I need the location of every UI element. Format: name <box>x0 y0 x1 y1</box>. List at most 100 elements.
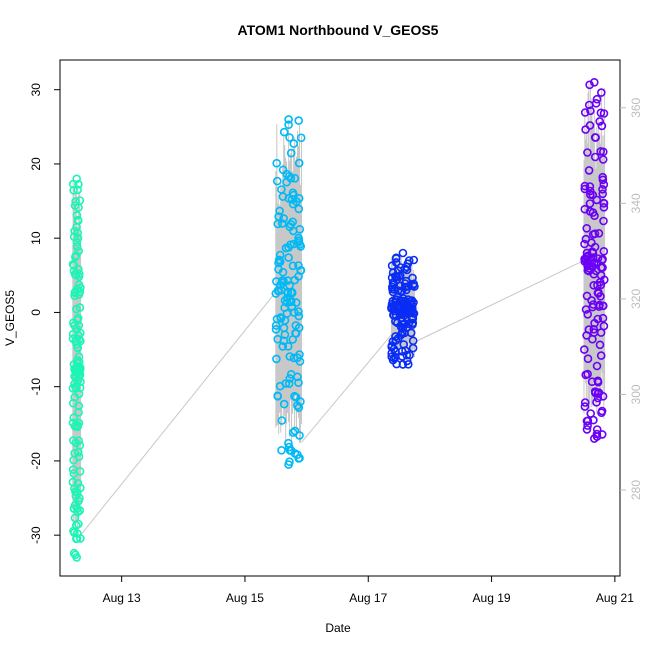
data-point <box>285 281 294 290</box>
data-point <box>580 108 590 117</box>
data-point <box>403 259 413 269</box>
data-point <box>387 261 397 271</box>
data-point <box>74 272 84 282</box>
data-point <box>273 334 283 344</box>
data-point <box>580 184 590 194</box>
y2-tick-label: 300 <box>629 384 643 404</box>
data-point <box>291 321 301 330</box>
data-point <box>598 185 607 194</box>
data-point <box>295 357 305 366</box>
data-point <box>69 261 79 270</box>
data-point <box>290 174 300 183</box>
data-point <box>401 276 411 286</box>
data-point <box>598 301 608 311</box>
data-point <box>72 242 82 251</box>
data-point <box>72 553 81 562</box>
data-point <box>589 280 599 290</box>
y-tick-label: -10 <box>29 378 43 396</box>
data-point <box>590 229 600 238</box>
data-point <box>294 204 304 214</box>
data-point <box>284 120 293 129</box>
data-point <box>272 158 282 168</box>
y2-series-segment <box>275 123 302 447</box>
data-point <box>294 454 304 463</box>
data-point <box>582 331 591 340</box>
data-point <box>598 189 608 199</box>
data-point <box>401 346 410 355</box>
data-point <box>73 422 82 432</box>
x-axis-label: Date <box>325 621 351 635</box>
y2-axis: 280 300 320 340 360 <box>620 97 643 500</box>
data-point <box>285 374 295 383</box>
data-point <box>285 133 294 142</box>
data-point <box>273 391 283 401</box>
data-point <box>73 216 83 225</box>
data-point <box>290 426 300 436</box>
data-point <box>582 224 592 233</box>
data-point <box>294 233 303 243</box>
data-point <box>74 401 83 411</box>
data-point <box>408 306 417 316</box>
data-point <box>73 284 82 294</box>
data-point <box>589 78 599 87</box>
data-point <box>590 387 600 396</box>
data-point <box>280 296 290 305</box>
data-point <box>69 413 78 423</box>
x-tick-label: Aug 13 <box>103 591 141 605</box>
data-point <box>596 108 606 118</box>
data-point <box>285 352 295 361</box>
y2-series-connector <box>80 291 277 536</box>
data-point <box>583 148 592 157</box>
data-point <box>580 398 590 407</box>
data-point <box>284 194 294 203</box>
data-point <box>585 190 595 199</box>
data-point <box>289 308 299 317</box>
y2-tick-label: 340 <box>629 193 643 213</box>
data-point <box>594 229 604 238</box>
data-point <box>281 379 291 388</box>
data-point <box>68 383 78 393</box>
data-point <box>579 345 589 354</box>
data-point <box>72 174 81 184</box>
data-point <box>597 408 606 418</box>
series-points <box>387 248 419 369</box>
data-point <box>409 279 419 289</box>
y2-series-connector <box>414 260 585 343</box>
data-point <box>279 399 289 409</box>
data-point <box>278 342 288 351</box>
data-point <box>284 438 293 448</box>
data-point <box>75 506 85 515</box>
data-point <box>277 219 287 228</box>
data-point <box>596 88 606 97</box>
data-point <box>294 307 303 316</box>
data-point <box>294 403 304 412</box>
data-point <box>595 340 605 350</box>
data-point <box>593 288 603 297</box>
data-point <box>73 185 82 195</box>
data-point <box>592 361 602 371</box>
data-point <box>284 442 294 452</box>
data-point <box>73 478 83 488</box>
data-point <box>288 261 298 271</box>
data-point <box>272 314 282 324</box>
data-point <box>593 376 603 386</box>
data-point <box>587 247 597 256</box>
data-point <box>585 199 595 208</box>
data-point <box>598 155 608 164</box>
data-point <box>408 343 418 353</box>
data-point <box>75 196 85 205</box>
data-point <box>397 297 407 307</box>
data-point <box>590 133 600 142</box>
data-point <box>599 203 609 212</box>
data-point <box>581 125 590 134</box>
data-point <box>398 323 408 333</box>
x-tick-label: Aug 19 <box>473 591 511 605</box>
data-point <box>279 214 289 223</box>
data-point <box>277 445 286 455</box>
data-point <box>274 286 283 296</box>
data-points <box>68 78 609 562</box>
data-point <box>582 291 592 301</box>
data-point <box>279 127 289 137</box>
data-point <box>583 309 593 319</box>
